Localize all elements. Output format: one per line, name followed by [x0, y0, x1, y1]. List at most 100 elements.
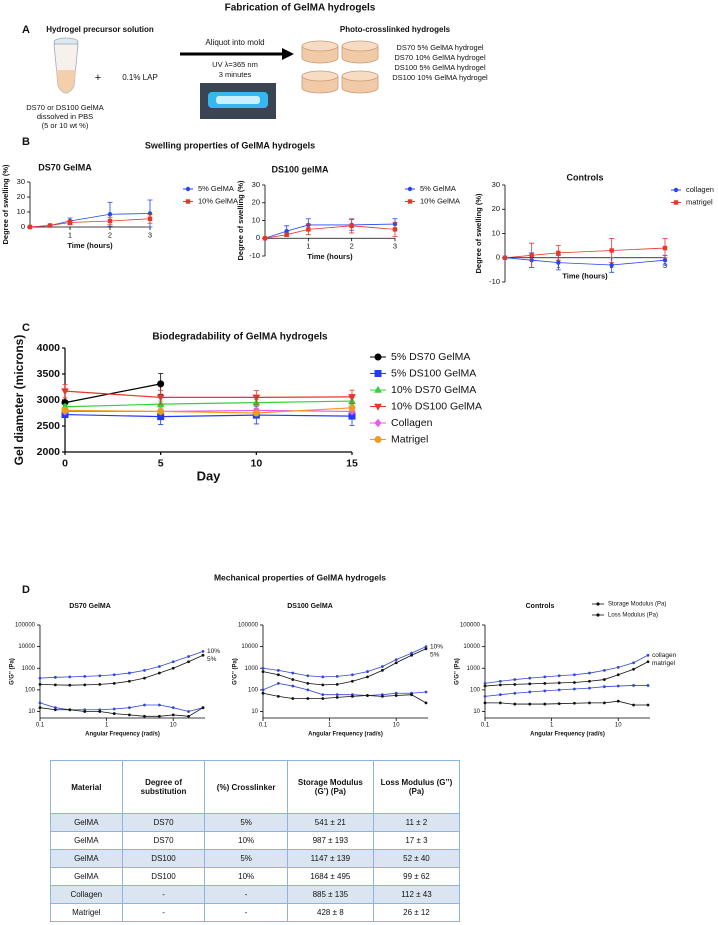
- legend-label: 10% GelMA: [420, 196, 460, 205]
- data-point: [68, 708, 72, 712]
- y-tick-label: 0: [256, 233, 260, 242]
- y-tick-label: 100: [470, 687, 481, 693]
- data-point: [321, 675, 325, 679]
- legend-label: Matrigel: [391, 433, 428, 445]
- step-heading: Photo-crosslinked hydrogels: [340, 25, 451, 34]
- legend-marker: [673, 200, 679, 205]
- y-tick-label: 2000: [37, 446, 61, 458]
- y-tick-label: 10000: [18, 644, 35, 650]
- data-point: [306, 688, 310, 692]
- data-point: [201, 653, 205, 657]
- table-cell: Matrigel: [50, 903, 123, 922]
- y-tick-label: 100000: [460, 623, 481, 629]
- y-axis-label: Gel diameter (microns): [12, 335, 26, 466]
- x-axis-label: Day: [197, 468, 222, 483]
- x-axis-label: Time (hours): [562, 272, 608, 281]
- chart-title: DS100 GelMA: [287, 603, 333, 610]
- data-point: [632, 661, 635, 665]
- step-text: DS70 5% GelMA hydrogel: [396, 43, 483, 52]
- data-point: [556, 250, 561, 256]
- table-cell: -: [204, 885, 288, 904]
- data-point: [38, 701, 42, 705]
- table-header-cell: Storage Modulus (G’) (Pa): [286, 760, 374, 814]
- table-cell: 541 ± 21: [286, 813, 374, 832]
- data-point: [53, 708, 57, 712]
- data-point: [262, 236, 268, 241]
- data-point: [483, 681, 487, 685]
- x-tick-label: 0: [62, 457, 68, 469]
- series-line: [484, 654, 649, 684]
- arrow: [180, 48, 294, 60]
- data-point: [498, 693, 502, 697]
- y-tick-label: 1000: [22, 666, 36, 672]
- data-point: [98, 674, 102, 678]
- x-tick-label: 0.1: [481, 723, 490, 729]
- x-tick-label: 10: [615, 723, 622, 729]
- data-point: [662, 245, 668, 251]
- x-tick-label: 0.1: [36, 723, 45, 729]
- legend-label: 5% DS70 GelMA: [391, 351, 470, 363]
- y-tick-label: 100: [248, 687, 259, 693]
- data-point: [187, 660, 190, 664]
- data-point: [609, 262, 614, 268]
- data-point: [646, 653, 650, 657]
- data-point: [157, 703, 161, 707]
- data-point: [187, 655, 190, 658]
- data-point: [424, 690, 428, 694]
- data-point: [128, 713, 131, 717]
- data-point: [147, 216, 153, 221]
- x-tick-label: 3: [148, 230, 152, 239]
- data-point: [187, 710, 190, 713]
- data-point: [380, 694, 384, 698]
- y-tick-label: 30: [17, 177, 25, 186]
- data-point: [602, 668, 606, 672]
- table-row: Collagen - -885 ± 135 112 ± 43: [50, 885, 461, 904]
- x-tick-label: 10: [393, 723, 400, 729]
- y-tick-label: 10000: [241, 644, 258, 650]
- data-point: [543, 702, 547, 706]
- table-cell: 26 ± 12: [372, 903, 461, 922]
- data-point: [112, 673, 116, 677]
- x-tick-label: 10: [170, 723, 177, 729]
- data-point: [529, 253, 534, 258]
- legend-label: collagen: [686, 185, 714, 194]
- series-line: [64, 400, 353, 408]
- series-line: [64, 413, 353, 418]
- data-point: [321, 683, 325, 687]
- data-point: [380, 665, 384, 668]
- x-tick-label: 2: [350, 242, 354, 251]
- data-point: [157, 714, 161, 718]
- data-point: [616, 699, 620, 703]
- y-tick-label: 1000: [467, 666, 481, 672]
- data-point: [53, 706, 57, 710]
- data-point: [61, 406, 69, 414]
- data-point: [528, 676, 532, 680]
- data-point: [98, 710, 102, 713]
- legend-marker: [374, 370, 382, 377]
- data-point: [588, 671, 591, 675]
- x-tick-label: 1: [306, 242, 310, 251]
- data-point: [513, 678, 517, 681]
- step-text: DS70 10% GelMA hydrogel: [394, 53, 486, 62]
- series-label: collagen: [652, 652, 677, 659]
- y-axis-label: G'G'' (Pa): [10, 658, 16, 685]
- data-point: [424, 701, 428, 705]
- table-row: GelMA DS70 10% 987 ± 193 17 ± 3: [50, 831, 461, 850]
- x-tick-label: 2: [108, 230, 112, 239]
- y-tick-label: 10: [492, 228, 500, 237]
- data-point: [157, 665, 161, 668]
- y-tick-label: 1000: [245, 666, 259, 672]
- data-point: [284, 232, 289, 237]
- data-point: [276, 668, 280, 672]
- data-point: [513, 702, 517, 706]
- data-point: [588, 686, 591, 690]
- y-tick-label: 30: [252, 180, 260, 189]
- table-cell: 99 ± 62: [372, 867, 461, 886]
- y-tick-label: 10: [252, 215, 260, 224]
- x-tick-label: 1: [105, 723, 109, 729]
- x-tick-label: 15: [346, 457, 358, 469]
- data-point: [68, 683, 72, 687]
- table-cell: 1147 ± 139: [286, 849, 374, 868]
- y-tick-label: 4000: [37, 342, 61, 354]
